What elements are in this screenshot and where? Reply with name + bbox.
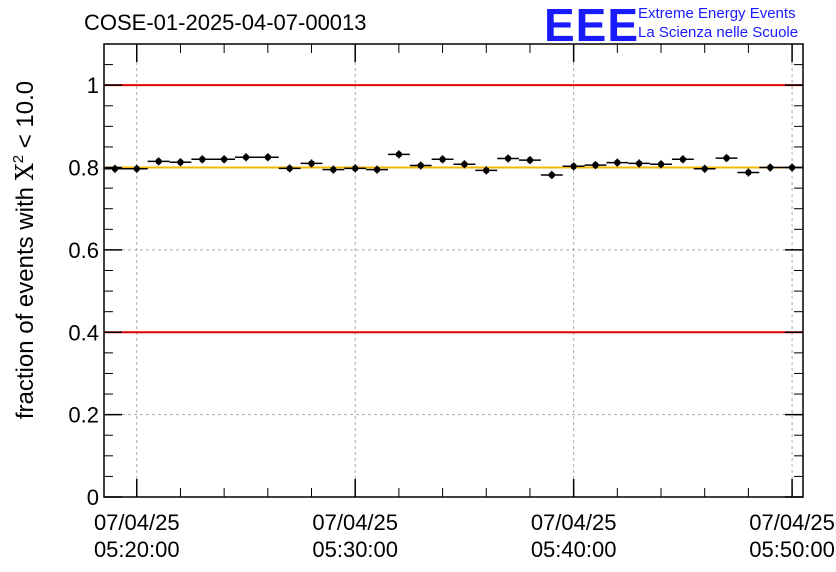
eee-logo: EEE [544, 0, 640, 51]
y-label-chi: X [11, 163, 39, 180]
data-point [308, 160, 315, 167]
x-tick-date-label: 07/04/25 [312, 510, 398, 535]
data-point [330, 166, 337, 173]
data-point [461, 161, 468, 168]
x-tick-time-label: 05:20:00 [94, 537, 180, 562]
data-point [745, 169, 752, 176]
x-tick-time-label: 05:50:00 [749, 537, 835, 562]
logo-caption: Extreme Energy Events La Scienza nelle S… [638, 4, 798, 42]
data-point [177, 158, 184, 166]
y-tick-labels: 0 0.2 0.4 0.6 0.8 1 [68, 73, 99, 510]
x-tick-date-label: 07/04/25 [749, 510, 835, 535]
data-point [242, 154, 250, 161]
data-point [373, 166, 381, 173]
data-point [286, 165, 293, 172]
data-point [548, 171, 555, 179]
x-tick-time-label: 05:30:00 [312, 537, 398, 562]
data-point [526, 156, 534, 164]
chart-title: COSE-01-2025-04-07-00013 [84, 10, 367, 35]
x-tick-date-label: 07/04/25 [94, 510, 180, 535]
y-tick-label: 0.8 [68, 156, 99, 181]
data-point [439, 156, 446, 163]
y-tick-label: 0.6 [68, 238, 99, 263]
data-point [592, 161, 599, 169]
x-tick-labels: 07/04/2505:20:0007/04/2505:30:0007/04/25… [94, 510, 835, 562]
data-point [614, 159, 621, 166]
y-label-superscript: 2 [10, 155, 27, 163]
data-point [483, 167, 490, 174]
data-point [679, 156, 687, 163]
y-tick-label: 1 [87, 73, 99, 98]
reference-lines [104, 84, 803, 334]
logo-line-1: Extreme Energy Events [638, 5, 796, 22]
data-point [220, 156, 228, 163]
data-points [104, 150, 803, 179]
data-point [657, 161, 665, 168]
y-tick-label: 0 [87, 485, 99, 510]
grid-lines [104, 44, 803, 497]
data-point [701, 165, 708, 172]
plot-frame [103, 43, 804, 498]
data-point [352, 165, 359, 172]
data-point [111, 165, 119, 172]
data-point [395, 151, 403, 158]
y-label-prefix: fraction of events with [12, 180, 39, 419]
y-tick-label: 0.4 [68, 320, 99, 345]
logo-line-2: La Scienza nelle Scuole [638, 24, 799, 41]
data-point [417, 162, 424, 169]
data-point [133, 165, 140, 172]
axis-ticks [104, 43, 803, 498]
y-tick-label: 0.2 [68, 403, 99, 428]
data-point [635, 160, 643, 167]
data-point [723, 154, 730, 162]
data-point [155, 158, 162, 165]
y-label-suffix: < 10.0 [12, 81, 39, 155]
data-point [199, 156, 206, 163]
data-point [264, 154, 272, 161]
y-axis-label: fraction of events with X2 < 10.0 [10, 81, 39, 419]
x-tick-time-label: 05:40:00 [531, 537, 617, 562]
data-point [504, 155, 512, 162]
x-tick-date-label: 07/04/25 [531, 510, 617, 535]
data-point [570, 163, 577, 170]
data-point [767, 164, 774, 171]
